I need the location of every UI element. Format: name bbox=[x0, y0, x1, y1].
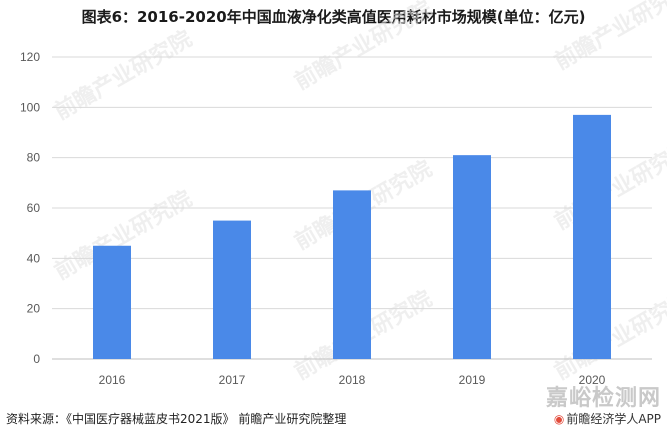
brand-text: 前瞻经济学人APP bbox=[566, 412, 661, 426]
y-tick-label: 80 bbox=[27, 151, 41, 165]
source-note: 资料来源：《中国医疗器械蓝皮书2021版》 前瞻产业研究院整理 bbox=[6, 412, 347, 426]
bar-2020 bbox=[573, 114, 611, 359]
x-tick-label: 2018 bbox=[339, 373, 366, 387]
brand-label: ◉ 前瞻经济学人APP bbox=[554, 410, 661, 427]
y-axis-ticks: 0 20 40 60 80 100 120 bbox=[20, 50, 40, 366]
y-tick-label: 100 bbox=[20, 100, 40, 114]
watermark-text: 前瞻产业研究院 bbox=[290, 0, 436, 95]
side-logo: 嘉峪检测网 bbox=[545, 386, 661, 411]
y-tick-label: 60 bbox=[27, 201, 41, 215]
x-tick-label: 2020 bbox=[579, 373, 606, 387]
chart-title: 图表6：2016-2020年中国血液净化类高值医用耗材市场规模(单位：亿元) bbox=[81, 8, 586, 26]
y-tick-label: 120 bbox=[20, 50, 40, 64]
x-tick-label: 2017 bbox=[219, 373, 246, 387]
x-tick-label: 2016 bbox=[99, 373, 126, 387]
y-tick-label: 0 bbox=[33, 352, 40, 366]
x-axis-ticks: 2016 2017 2018 2019 2020 bbox=[99, 373, 606, 387]
bar-2018 bbox=[333, 190, 371, 359]
watermark-text: 前瞻产业研究院 bbox=[550, 0, 667, 75]
bar-2017 bbox=[213, 220, 251, 359]
brand-logo-icon: ◉ bbox=[553, 412, 565, 426]
y-tick-label: 20 bbox=[27, 302, 41, 316]
bar-2016 bbox=[93, 245, 131, 359]
bar-2019 bbox=[453, 155, 491, 359]
y-tick-label: 40 bbox=[27, 251, 41, 265]
bars-group bbox=[93, 114, 611, 359]
watermark-text: 前瞻产业研究院 bbox=[50, 26, 196, 126]
x-tick-label: 2019 bbox=[459, 373, 486, 387]
